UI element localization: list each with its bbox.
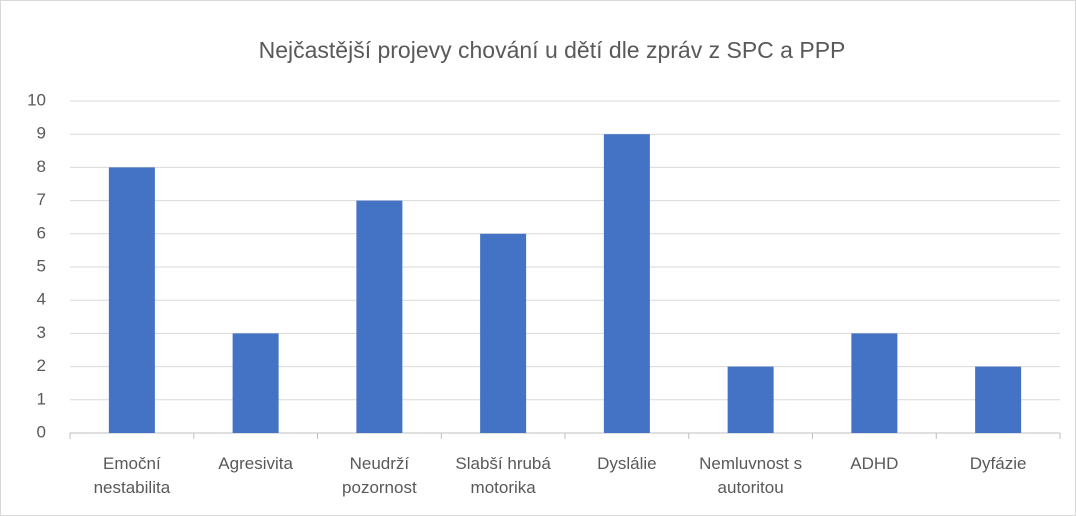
y-tick-label: 4 xyxy=(37,290,46,309)
x-tick-label: Neudrží pozornost xyxy=(342,454,417,497)
bar xyxy=(480,233,527,433)
x-tick-label: Agresivita xyxy=(218,454,293,473)
x-tick-label: Dyslálie xyxy=(597,454,657,473)
x-tick-label: Emoční nestabilita xyxy=(93,454,171,497)
bar xyxy=(727,366,774,433)
y-tick-label: 10 xyxy=(27,90,46,109)
y-tick-label: 6 xyxy=(37,223,46,242)
bar xyxy=(975,366,1022,433)
chart-title: Nejčastější projevy chování u dětí dle z… xyxy=(259,37,846,63)
x-tick-label: ADHD xyxy=(850,454,899,473)
x-tick-label: Dyfázie xyxy=(969,454,1027,473)
bar xyxy=(603,134,650,433)
bar xyxy=(108,167,155,433)
y-tick-label: 8 xyxy=(37,157,46,176)
y-tick-label: 7 xyxy=(37,190,46,209)
bar xyxy=(232,333,279,433)
bar xyxy=(356,200,403,433)
y-tick-label: 1 xyxy=(37,389,46,408)
x-tick-label: Slabší hrubá motorika xyxy=(455,454,551,497)
y-tick-label: 9 xyxy=(37,124,46,143)
y-tick-label: 0 xyxy=(37,422,46,441)
bar xyxy=(851,333,898,433)
y-tick-label: 3 xyxy=(37,323,46,342)
y-tick-label: 2 xyxy=(37,356,46,375)
y-tick-label: 5 xyxy=(37,256,46,275)
x-tick-label: Nemluvnost s autoritou xyxy=(699,454,803,497)
